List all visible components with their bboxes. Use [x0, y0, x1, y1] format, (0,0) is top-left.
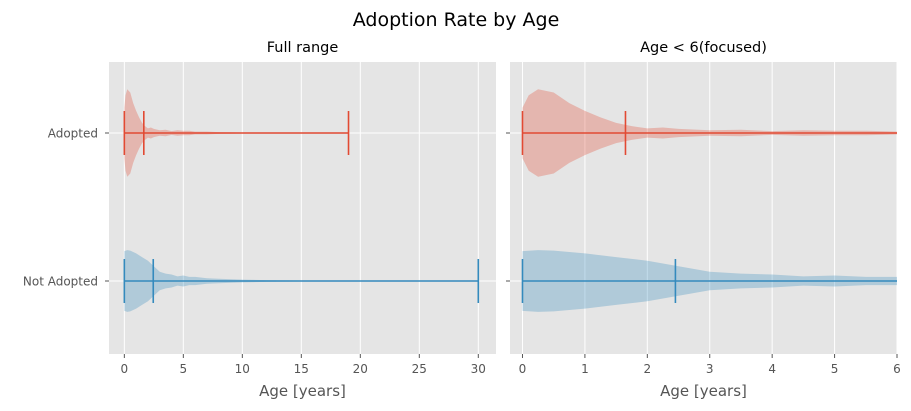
x-tick-label: 3	[706, 362, 714, 376]
x-tick-label: 5	[831, 362, 839, 376]
x-axis-label: Age [years]	[259, 382, 346, 400]
plot-area	[109, 62, 496, 354]
violin-not-adopted	[123, 250, 480, 312]
x-tick-label: 30	[471, 362, 486, 376]
x-tick-label: 5	[180, 362, 188, 376]
panel-title: Full range	[267, 40, 339, 56]
panel-2: 0 1 2 3 4 5 6 Age < 6(focused) Age [years]	[506, 40, 901, 400]
violin-adopted	[521, 89, 897, 177]
chart-title: Adoption Rate by Age	[353, 9, 560, 31]
violins	[521, 89, 897, 312]
panel-title: Age < 6(focused)	[640, 40, 767, 56]
x-tick-label: 4	[768, 362, 776, 376]
violin-adopted	[123, 89, 350, 177]
x-tick-label: 20	[353, 362, 368, 376]
x-axis-label: Age [years]	[660, 382, 747, 400]
x-tick-label: 0	[519, 362, 527, 376]
x-tick-label: 2	[644, 362, 652, 376]
y-tick-label-not-adopted: Not Adopted	[23, 275, 98, 289]
violins	[123, 89, 480, 312]
x-tick-label: 15	[294, 362, 309, 376]
x-tick-label: 10	[235, 362, 250, 376]
x-tick-label: 0	[121, 362, 129, 376]
x-tick-label: 6	[893, 362, 901, 376]
x-tick-label: 1	[581, 362, 589, 376]
plot-area	[510, 62, 897, 354]
violin-not-adopted	[521, 250, 897, 312]
y-tick-label-adopted: Adopted	[48, 127, 98, 141]
panel-1: 0 5 10 15 20 25 30 Adopted Not Adopted Full range…	[23, 40, 496, 400]
x-tick-label: 25	[412, 362, 427, 376]
